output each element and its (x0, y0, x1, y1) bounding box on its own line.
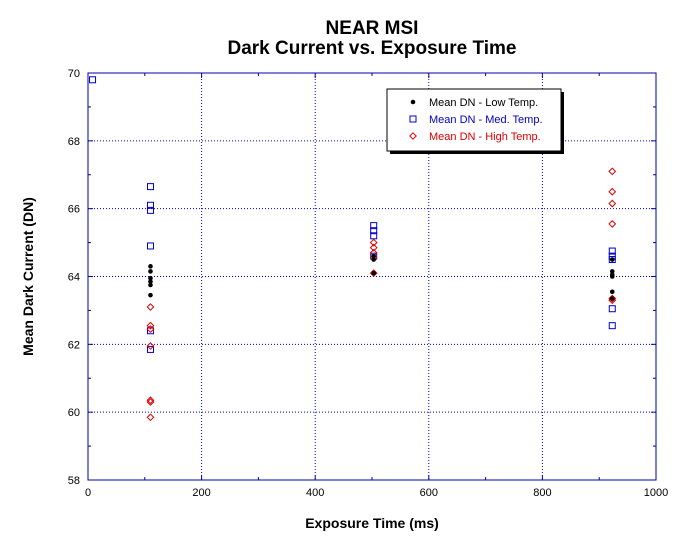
med-temp-point (608, 247, 616, 255)
x-tick-label: 200 (192, 487, 210, 499)
high-temp-point (146, 342, 155, 350)
low-temp-point (609, 257, 615, 262)
legend-med-temp-label: Mean DN - Med. Temp. (429, 114, 543, 126)
low-temp-point (609, 269, 615, 274)
low-temp-point (148, 269, 153, 274)
high-temp-point (146, 413, 155, 422)
y-tick-label: 68 (68, 136, 80, 148)
low-temp-point (371, 270, 377, 276)
med-temp-point (370, 227, 378, 235)
high-temp-point (608, 199, 617, 208)
low-temp-point (148, 264, 153, 269)
x-axis-label: Exposure Time (ms) (305, 515, 439, 531)
med-temp-point (370, 222, 378, 230)
low-temp-point (148, 275, 153, 281)
legend-low-temp-marker (410, 99, 416, 105)
med-temp-point (89, 76, 97, 84)
high-temp-point (369, 269, 378, 278)
low-temp-point (148, 279, 153, 284)
high-temp-point (369, 238, 378, 247)
x-tick-label: 0 (85, 487, 91, 499)
x-tick-label: 1000 (644, 487, 668, 499)
med-temp-point (146, 201, 154, 209)
low-temp-point (148, 292, 153, 298)
y-tick-label: 60 (68, 407, 80, 419)
med-temp-point (146, 242, 154, 250)
med-temp-point (146, 183, 154, 191)
high-temp-point (146, 325, 155, 333)
y-tick-label: 64 (68, 272, 80, 284)
high-temp-point (146, 398, 155, 406)
low-temp-point (148, 282, 153, 288)
med-temp-point (146, 327, 154, 335)
y-tick-label: 62 (68, 339, 80, 351)
y-tick-label: 66 (68, 204, 80, 216)
high-temp-point (369, 243, 378, 252)
legend-high-temp-marker (409, 132, 417, 140)
high-temp-point (146, 396, 155, 405)
high-temp-point (608, 220, 617, 228)
high-temp-point (608, 187, 617, 196)
med-temp-point (146, 206, 154, 214)
chart-title: NEAR MSI (325, 18, 419, 39)
med-temp-point (608, 305, 616, 313)
high-temp-point (608, 167, 617, 176)
legend-low-temp-label: Mean DN - Low Temp. (429, 97, 538, 109)
chart-subtitle: Dark Current vs. Exposure Time (227, 38, 517, 59)
low-temp-point (371, 257, 377, 262)
x-tick-label: 400 (306, 487, 324, 499)
y-tick-label: 58 (68, 475, 80, 487)
x-tick-label: 800 (533, 487, 551, 499)
y-tick-label: 70 (68, 68, 80, 80)
low-temp-point (609, 289, 615, 295)
plot-frame (87, 72, 657, 481)
x-tick-label: 600 (420, 487, 438, 499)
high-temp-point (146, 321, 155, 330)
low-temp-point (371, 253, 377, 259)
low-temp-point (609, 296, 615, 301)
y-axis-label: Mean Dark Current (DN) (20, 197, 36, 356)
low-temp-point (609, 274, 615, 279)
med-temp-point (608, 322, 616, 330)
high-temp-point (608, 294, 617, 303)
legend-med-temp-marker (409, 115, 417, 123)
med-temp-point (608, 256, 616, 264)
high-temp-point (146, 303, 155, 311)
med-temp-point (146, 345, 154, 353)
legend-high-temp-label: Mean DN - High Temp. (429, 131, 541, 143)
